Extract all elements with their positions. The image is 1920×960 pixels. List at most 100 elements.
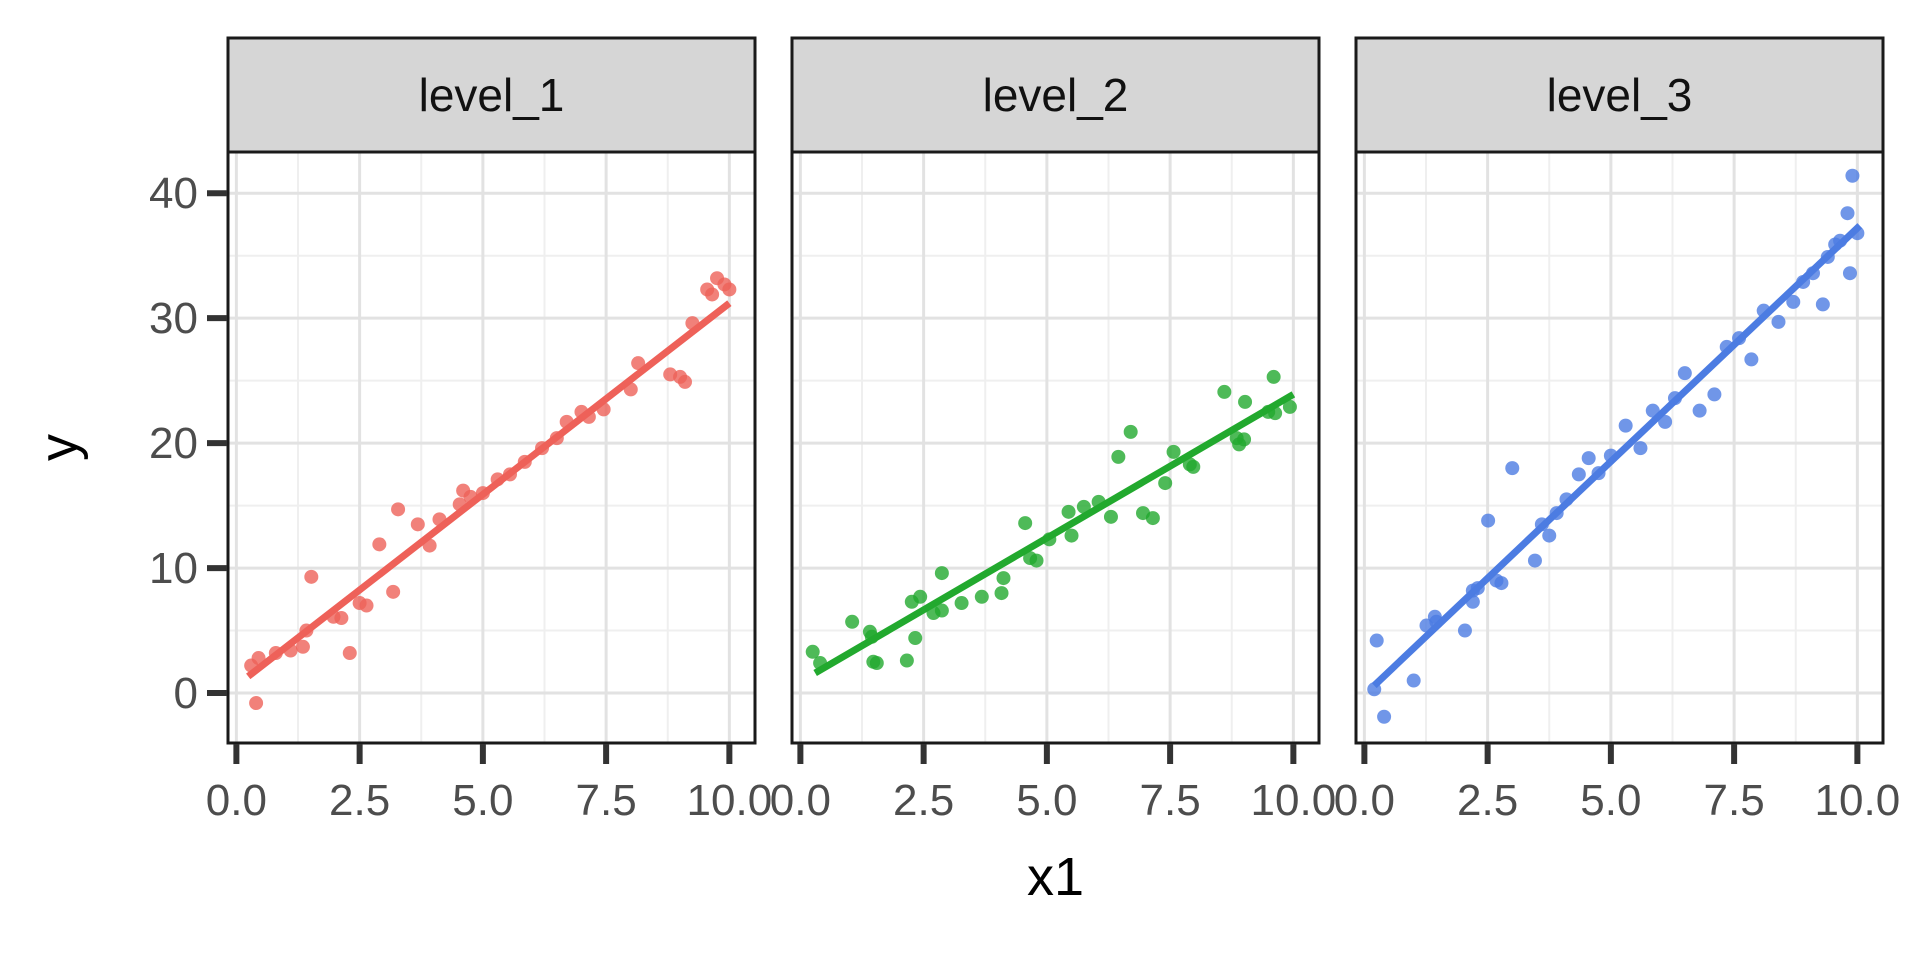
data-point[interactable]: [1064, 528, 1079, 543]
data-point[interactable]: [974, 589, 989, 604]
x-tick-label: 10.0: [1251, 776, 1337, 825]
data-point[interactable]: [295, 639, 310, 654]
data-point[interactable]: [334, 611, 349, 626]
data-point[interactable]: [1369, 633, 1384, 648]
data-point[interactable]: [1237, 432, 1252, 447]
data-point[interactable]: [249, 696, 264, 711]
facet-strip: [790, 36, 1321, 154]
data-point[interactable]: [1842, 266, 1857, 281]
panel-data-layer: [244, 271, 737, 711]
data-point[interactable]: [1840, 206, 1855, 221]
x-tick-label: 2.5: [893, 776, 954, 825]
y-tick-label: 0: [174, 669, 198, 718]
data-point[interactable]: [1581, 451, 1596, 466]
data-point[interactable]: [359, 598, 374, 613]
data-point[interactable]: [391, 502, 406, 517]
data-point[interactable]: [304, 569, 319, 584]
facet-strip-label: level_1: [419, 69, 565, 121]
data-point[interactable]: [996, 571, 1011, 586]
data-point[interactable]: [1123, 424, 1138, 439]
data-point[interactable]: [631, 356, 646, 371]
data-point[interactable]: [1061, 504, 1076, 519]
data-point[interactable]: [908, 631, 923, 646]
data-point[interactable]: [805, 644, 820, 659]
x-tick-label: 7.5: [1140, 776, 1201, 825]
data-point[interactable]: [1744, 352, 1759, 367]
data-point[interactable]: [1377, 709, 1392, 724]
y-tick-label: 20: [149, 419, 198, 468]
data-point[interactable]: [1238, 394, 1253, 409]
data-point[interactable]: [1542, 528, 1557, 543]
data-point[interactable]: [1658, 414, 1673, 429]
data-point[interactable]: [722, 282, 737, 297]
data-point[interactable]: [1815, 297, 1830, 312]
data-point[interactable]: [1481, 513, 1496, 528]
x-tick-label: 7.5: [1704, 776, 1765, 825]
regression-line: [1371, 223, 1863, 689]
data-point[interactable]: [1505, 461, 1520, 476]
data-point[interactable]: [1692, 403, 1707, 418]
x-tick-label: 0.0: [770, 776, 831, 825]
data-point[interactable]: [1406, 673, 1421, 688]
x-tick-label: 2.5: [329, 776, 390, 825]
data-point[interactable]: [677, 374, 692, 389]
data-point[interactable]: [410, 517, 425, 532]
data-point[interactable]: [1018, 516, 1033, 531]
data-point[interactable]: [994, 586, 1009, 601]
x-tick-label: 5.0: [452, 776, 513, 825]
y-tick-label: 30: [149, 294, 198, 343]
data-point[interactable]: [1457, 623, 1472, 638]
data-point[interactable]: [1158, 476, 1173, 491]
panel-data-layer: [1367, 168, 1865, 724]
data-point[interactable]: [1029, 553, 1044, 568]
data-point[interactable]: [705, 287, 720, 302]
data-point[interactable]: [1103, 509, 1118, 524]
data-point[interactable]: [372, 537, 387, 552]
data-point[interactable]: [1618, 418, 1633, 433]
data-point[interactable]: [869, 656, 884, 671]
data-point[interactable]: [1494, 576, 1509, 591]
data-point[interactable]: [1111, 449, 1126, 464]
data-point[interactable]: [342, 646, 357, 661]
data-point[interactable]: [1282, 399, 1297, 414]
data-point[interactable]: [1166, 444, 1181, 459]
y-axis-title: y: [29, 434, 89, 461]
data-point[interactable]: [954, 596, 969, 611]
data-point[interactable]: [1771, 314, 1786, 329]
data-point[interactable]: [899, 653, 914, 668]
data-point[interactable]: [934, 603, 949, 618]
data-point[interactable]: [1677, 366, 1692, 381]
data-point[interactable]: [934, 566, 949, 581]
data-point[interactable]: [1633, 441, 1648, 456]
facet-strip-label: level_3: [1547, 69, 1693, 121]
data-point[interactable]: [845, 614, 860, 629]
data-point[interactable]: [386, 584, 401, 599]
data-point[interactable]: [1145, 511, 1160, 526]
data-point[interactable]: [1571, 467, 1586, 482]
facet-strip-label: level_2: [983, 69, 1129, 121]
y-tick-label: 10: [149, 544, 198, 593]
data-point[interactable]: [1845, 168, 1860, 183]
regression-line: [246, 300, 732, 680]
panel-background: [1356, 152, 1883, 743]
x-tick-label: 0.0: [1334, 776, 1395, 825]
facet-panel-level_3: level_3 0.0 2.5 5.0 7.5 10.0: [1334, 36, 1901, 825]
data-point[interactable]: [1707, 387, 1722, 402]
regression-line: [813, 391, 1296, 677]
data-point[interactable]: [1186, 459, 1201, 474]
facet-panel-level_2: level_2 0.0 2.5 5.0 7.5 10.0: [770, 36, 1337, 825]
facet-strip: [1354, 36, 1885, 154]
x-tick-label: 10.0: [1815, 776, 1901, 825]
data-point[interactable]: [1217, 384, 1232, 399]
data-point[interactable]: [913, 589, 928, 604]
x-tick-label: 5.0: [1580, 776, 1641, 825]
x-tick-label: 2.5: [1457, 776, 1518, 825]
data-point[interactable]: [1527, 553, 1542, 568]
data-point[interactable]: [1786, 294, 1801, 309]
data-point[interactable]: [1266, 369, 1281, 384]
facet-panel-level_1: level_1 0.0 2.5 5.0 7.5 10.0 0 10 20 30 40: [149, 36, 773, 825]
data-point[interactable]: [1076, 499, 1091, 514]
x-tick-label: 10.0: [687, 776, 773, 825]
